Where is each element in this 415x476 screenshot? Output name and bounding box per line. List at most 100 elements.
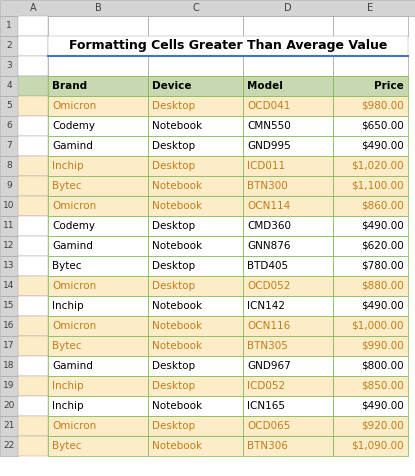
Text: GND995: GND995 — [247, 141, 291, 151]
Bar — [18, 376, 48, 396]
Bar — [333, 176, 408, 196]
Bar — [243, 156, 333, 176]
Bar — [48, 96, 148, 116]
Text: 7: 7 — [6, 141, 12, 150]
Text: 17: 17 — [3, 341, 15, 350]
Text: BTN306: BTN306 — [247, 441, 288, 451]
Text: $860.00: $860.00 — [361, 201, 404, 211]
Text: OCN114: OCN114 — [247, 201, 290, 211]
Text: Desktop: Desktop — [152, 261, 195, 271]
Text: 15: 15 — [3, 301, 15, 310]
Text: Desktop: Desktop — [152, 161, 195, 171]
Text: $1,020.00: $1,020.00 — [352, 161, 404, 171]
Bar — [333, 336, 408, 356]
Text: $850.00: $850.00 — [361, 381, 404, 391]
Bar — [243, 176, 333, 196]
Bar — [0, 0, 415, 16]
Bar — [48, 276, 148, 296]
Bar — [243, 116, 333, 136]
Bar — [333, 56, 408, 76]
Text: Omicron: Omicron — [52, 421, 96, 431]
Text: Desktop: Desktop — [152, 381, 195, 391]
Text: Notebook: Notebook — [152, 301, 202, 311]
Text: 10: 10 — [3, 201, 15, 210]
Text: Omicron: Omicron — [52, 281, 96, 291]
Bar — [148, 16, 243, 36]
Bar — [0, 236, 18, 256]
Bar — [148, 256, 243, 276]
Text: Desktop: Desktop — [152, 361, 195, 371]
Text: Desktop: Desktop — [152, 281, 195, 291]
Text: Inchip: Inchip — [52, 161, 84, 171]
Bar — [243, 236, 333, 256]
Bar — [333, 356, 408, 376]
Bar — [148, 116, 243, 136]
Bar — [0, 196, 18, 216]
Bar — [243, 136, 333, 156]
Text: GND967: GND967 — [247, 361, 291, 371]
Text: Bytec: Bytec — [52, 341, 81, 351]
Text: BTD405: BTD405 — [247, 261, 288, 271]
Bar — [148, 216, 243, 236]
Bar — [48, 36, 408, 56]
Bar — [48, 56, 148, 76]
Bar — [333, 196, 408, 216]
Bar — [148, 156, 243, 176]
Bar — [333, 96, 408, 116]
Bar — [48, 196, 148, 216]
Text: Notebook: Notebook — [152, 181, 202, 191]
Bar — [0, 356, 18, 376]
Text: 12: 12 — [3, 241, 15, 250]
Bar — [148, 436, 243, 456]
Bar — [333, 296, 408, 316]
Text: $1,100.00: $1,100.00 — [352, 181, 404, 191]
Text: CMD360: CMD360 — [247, 221, 291, 231]
Bar — [48, 76, 148, 96]
Bar — [333, 276, 408, 296]
Text: Notebook: Notebook — [152, 121, 202, 131]
Text: Bytec: Bytec — [52, 441, 81, 451]
Bar — [48, 16, 148, 36]
Bar — [18, 116, 48, 136]
Text: $780.00: $780.00 — [361, 261, 404, 271]
Text: $490.00: $490.00 — [361, 401, 404, 411]
Bar — [148, 96, 243, 116]
Bar — [18, 56, 48, 76]
Text: 3: 3 — [6, 61, 12, 70]
Bar — [0, 96, 18, 116]
Text: Codemy: Codemy — [52, 121, 95, 131]
Bar — [48, 316, 148, 336]
Text: 5: 5 — [6, 101, 12, 110]
Text: $1,090.00: $1,090.00 — [352, 441, 404, 451]
Text: 9: 9 — [6, 181, 12, 190]
Bar — [333, 116, 408, 136]
Text: ICD011: ICD011 — [247, 161, 285, 171]
Bar — [0, 176, 18, 196]
Text: 4: 4 — [6, 81, 12, 90]
Text: 14: 14 — [3, 281, 15, 290]
Bar — [48, 436, 148, 456]
Text: Gamind: Gamind — [52, 241, 93, 251]
Text: Inchip: Inchip — [52, 401, 84, 411]
Bar — [243, 196, 333, 216]
Text: 13: 13 — [3, 261, 15, 270]
Bar — [333, 396, 408, 416]
Bar — [148, 76, 243, 96]
Text: Notebook: Notebook — [152, 241, 202, 251]
Bar — [243, 276, 333, 296]
Bar — [148, 136, 243, 156]
Bar — [18, 236, 48, 256]
Text: $490.00: $490.00 — [361, 221, 404, 231]
Text: 21: 21 — [3, 422, 15, 430]
Bar — [48, 136, 148, 156]
Text: 11: 11 — [3, 221, 15, 230]
Text: 18: 18 — [3, 361, 15, 370]
Text: 8: 8 — [6, 161, 12, 170]
Bar — [0, 296, 18, 316]
Text: Inchip: Inchip — [52, 301, 84, 311]
Bar — [148, 296, 243, 316]
Bar — [243, 76, 333, 96]
Text: $980.00: $980.00 — [361, 101, 404, 111]
Text: Omicron: Omicron — [52, 101, 96, 111]
Bar — [333, 436, 408, 456]
